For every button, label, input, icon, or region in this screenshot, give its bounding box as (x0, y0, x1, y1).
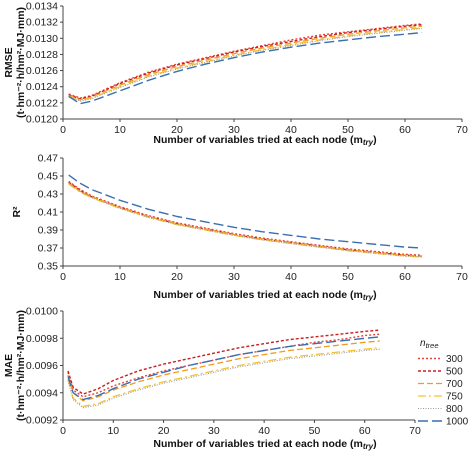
series-line-300 (68, 23, 423, 99)
series-line-700 (68, 182, 423, 257)
y-tick-label: 0.0126 (26, 65, 58, 77)
y-tick-label: 0.41 (38, 207, 59, 219)
x-axis-label: Number of variables tried at each node (… (153, 134, 376, 147)
x-axis-label-text: Number of variables tried at each node (… (153, 134, 362, 146)
y-tick-label: 0.0134 (26, 1, 58, 13)
x-tick-label: 70 (456, 124, 468, 136)
series-line-1000 (68, 174, 423, 249)
series-line-500 (68, 23, 423, 100)
x-tick-label: 50 (342, 124, 354, 136)
x-tick-label: 70 (409, 425, 421, 437)
series-line-300 (68, 180, 423, 256)
x-axis-label-close: ) (373, 438, 377, 450)
legend-label-800: 800 (446, 404, 463, 415)
series-line-700 (67, 340, 380, 402)
legend-title-subscript: tree (426, 341, 439, 350)
x-tick-label: 10 (114, 271, 126, 283)
x-tick-label: 50 (342, 271, 354, 283)
chart-panel-1: 0.0120 0.0122 0.0124 0.0126 0.0128 0.0130 0.01… (3, 1, 468, 148)
series-line-1000 (68, 31, 423, 105)
x-tick-label: 0 (60, 271, 66, 283)
y-tick-label: 0.0120 (26, 114, 58, 126)
y-tick-label: 0.47 (38, 153, 59, 165)
x-tick-label: 30 (208, 425, 220, 437)
x-axis-label: Number of variables tried at each node (… (153, 438, 376, 451)
x-axis-label-close: ) (373, 289, 377, 301)
series-line-500 (68, 181, 423, 257)
x-tick-label: 30 (228, 124, 240, 136)
y-tick-label: 0.0128 (26, 49, 58, 61)
series-line-700 (68, 25, 423, 101)
series-line-300 (67, 333, 380, 398)
series-line-800 (68, 182, 423, 258)
y-tick-label: 0.0132 (26, 17, 58, 29)
x-tick-label: 40 (285, 124, 297, 136)
x-axis-label: Number of variables tried at each node (… (153, 289, 376, 302)
y-axis-label-unit: (t·hm⁻²·h/hm²·MJ·mm) (15, 310, 27, 421)
series-line-750 (68, 183, 423, 258)
y-tick-label: 0.0092 (26, 415, 58, 427)
chart-panel-2: 0.35 0.37 0.39 0.41 0.43 0.45 0.47 0 10 20 30 40 50 6… (11, 153, 468, 303)
legend-label-750: 750 (446, 392, 463, 403)
y-tick-label: 0.35 (38, 261, 59, 273)
x-tick-label: 50 (309, 425, 321, 437)
x-tick-label: 20 (171, 271, 183, 283)
x-tick-label: 60 (359, 425, 371, 437)
x-tick-label: 30 (228, 271, 240, 283)
x-axis-label-subscript: try (363, 138, 374, 147)
y-tick-label: 0.0096 (26, 360, 58, 372)
x-tick-label: 60 (399, 124, 411, 136)
legend-label-1000: 1000 (446, 417, 469, 428)
y-tick-label: 0.0122 (26, 97, 58, 109)
chart-panel-3: 0.0092 0.0094 0.0096 0.0098 0.0100 0 10 20 30 40 5… (3, 306, 469, 452)
x-tick-label: 20 (171, 124, 183, 136)
x-axis-label-subscript: try (363, 442, 374, 451)
x-tick-label: 70 (456, 271, 468, 283)
y-tick-label: 0.45 (38, 171, 59, 183)
y-tick-label: 0.0094 (26, 387, 58, 399)
y-tick-label: 0.0124 (26, 81, 58, 93)
x-tick-label: 10 (107, 425, 119, 437)
x-tick-label: 0 (60, 425, 66, 437)
series-line-800 (67, 348, 380, 409)
x-tick-label: 10 (114, 124, 126, 136)
y-axis-label-main: RMSE (3, 47, 15, 77)
x-tick-label: 0 (60, 124, 66, 136)
x-tick-label: 60 (399, 271, 411, 283)
y-axis-label-main: MAE (3, 354, 15, 377)
series-line-1000 (67, 336, 380, 401)
legend-title-text: n (420, 338, 426, 349)
x-axis-label-close: ) (373, 134, 377, 146)
series-line-750 (67, 347, 380, 408)
x-axis-label-subscript: try (363, 293, 374, 302)
legend-title: ntree (420, 338, 439, 350)
y-tick-label: 0.0098 (26, 333, 58, 345)
y-tick-label: 0.39 (38, 225, 59, 237)
x-tick-label: 20 (158, 425, 170, 437)
legend-label-500: 500 (446, 367, 463, 378)
x-axis-label-text: Number of variables tried at each node (… (153, 438, 362, 450)
y-axis-label-unit: (t·hm⁻²·h/hm²·MJ·mm) (15, 7, 27, 118)
series-line-500 (67, 329, 380, 395)
y-tick-label: 0.0130 (26, 33, 58, 45)
x-axis-label-text: Number of variables tried at each node (… (153, 289, 362, 301)
legend-label-300: 300 (446, 354, 463, 365)
y-tick-label: 0.43 (38, 189, 59, 201)
series-line-750 (68, 27, 423, 102)
y-tick-label: 0.37 (38, 243, 59, 255)
y-axis-label-main: R² (11, 206, 23, 218)
y-tick-label: 0.0100 (26, 306, 58, 318)
legend-label-700: 700 (446, 379, 463, 390)
series-line-800 (68, 28, 423, 102)
x-tick-label: 40 (258, 425, 270, 437)
x-tick-label: 40 (285, 271, 297, 283)
